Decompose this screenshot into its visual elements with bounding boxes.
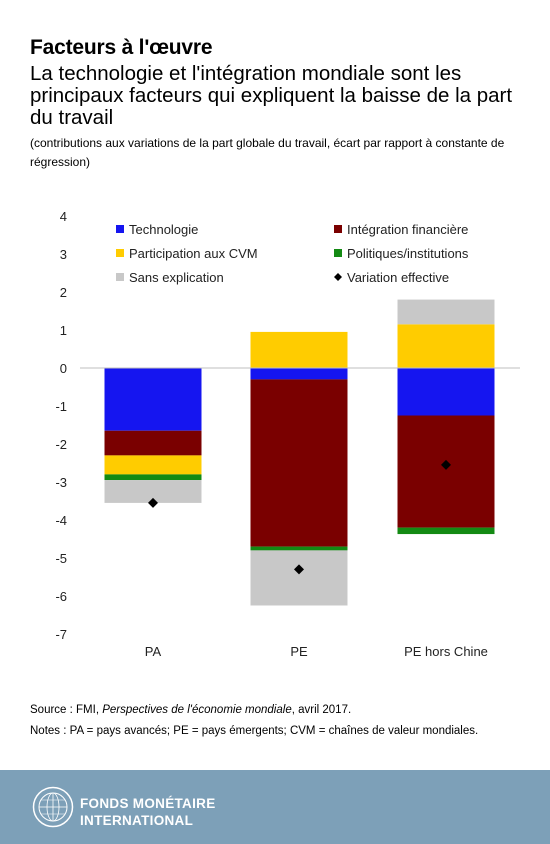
- org-name-line1: FONDS MONÉTAIRE: [80, 796, 216, 811]
- legend-label: Participation aux CVM: [129, 246, 258, 261]
- x-axis: PA PE PE hors Chine: [145, 644, 488, 659]
- legend: Technologie Intégration financière Partici…: [116, 222, 469, 285]
- bar-segment: [250, 368, 348, 380]
- y-axis: 4 3 2 1 0 -1 -2 -3 -4 -5 -6 -7: [55, 209, 67, 642]
- y-tick-label: 1: [60, 323, 67, 338]
- x-tick-label: PA: [145, 644, 162, 659]
- legend-swatch: [334, 249, 342, 257]
- legend-label: Technologie: [129, 222, 198, 237]
- imf-seal-icon: [32, 786, 74, 828]
- legend-swatch: [116, 273, 124, 281]
- legend-label: Variation effective: [347, 270, 449, 285]
- bars: [104, 299, 495, 606]
- source-suffix: , avril 2017.: [291, 704, 352, 716]
- y-tick-label: -2: [55, 437, 67, 452]
- legend-marker: [334, 273, 342, 281]
- chart-subtitle: La technologie et l'intégration mondiale…: [30, 62, 513, 129]
- bar-segment: [397, 527, 495, 535]
- bar-segment: [250, 379, 348, 547]
- variation-marker: [294, 564, 304, 575]
- notes-line: Notes : PA = pays avancés; PE = pays éme…: [30, 725, 479, 737]
- bar-segment: [397, 299, 495, 325]
- bar-segment: [250, 546, 348, 551]
- stacked-bar-chart: 4 3 2 1 0 -1 -2 -3 -4 -5 -6 -7 PA PE PE hors Chine Te…: [55, 209, 520, 659]
- markers: [148, 459, 451, 575]
- y-tick-label: 0: [60, 361, 67, 376]
- y-tick-label: -5: [55, 551, 67, 566]
- legend-swatch: [116, 225, 124, 233]
- x-tick-label: PE: [290, 644, 308, 659]
- legend-label: Sans explication: [129, 270, 224, 285]
- y-tick-label: -1: [55, 399, 67, 414]
- bar-segment: [104, 455, 202, 475]
- variation-marker: [148, 497, 158, 508]
- bar-segment: [104, 368, 202, 431]
- bar-segment: [250, 550, 348, 606]
- legend-swatch: [116, 249, 124, 257]
- variation-marker: [441, 459, 451, 470]
- y-tick-label: 3: [60, 247, 67, 262]
- bar-segment: [397, 368, 495, 416]
- legend-swatch: [334, 225, 342, 233]
- y-tick-label: -7: [55, 627, 67, 642]
- org-name-line2: INTERNATIONAL: [80, 813, 194, 828]
- source-publication: Perspectives de l'économie mondiale: [102, 704, 292, 716]
- bar-segment: [104, 474, 202, 481]
- y-tick-label: 4: [60, 209, 67, 224]
- chart-note: (contributions aux variations de la part…: [30, 136, 505, 169]
- source-prefix: Source : FMI,: [30, 704, 103, 716]
- y-tick-label: -4: [55, 513, 67, 528]
- bar-segment: [104, 430, 202, 456]
- bar-segment: [250, 331, 348, 368]
- y-tick-label: 2: [60, 285, 67, 300]
- bar-segment: [397, 324, 495, 368]
- chart-title: Facteurs à l'œuvre: [30, 36, 213, 59]
- bar-segment: [397, 415, 495, 528]
- y-tick-label: -3: [55, 475, 67, 490]
- footer-bar: FONDS MONÉTAIRE INTERNATIONAL: [0, 770, 550, 844]
- source-line: Source : FMI, Perspectives de l'économie…: [30, 704, 351, 716]
- legend-label: Politiques/institutions: [347, 246, 469, 261]
- y-tick-label: -6: [55, 589, 67, 604]
- bar-segment: [104, 480, 202, 503]
- x-tick-label: PE hors Chine: [404, 644, 488, 659]
- legend-label: Intégration financière: [347, 222, 468, 237]
